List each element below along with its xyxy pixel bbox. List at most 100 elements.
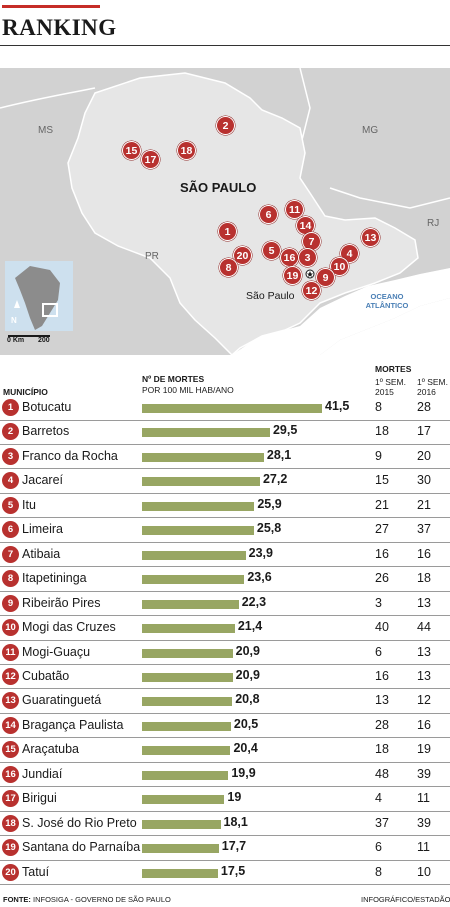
city-name: Tatuí [22, 864, 50, 879]
capital-star-icon [307, 271, 313, 277]
deaths-2015: 40 [375, 620, 389, 635]
rate-bar [142, 575, 245, 585]
table-row: 6 Limeira 25,8 27 37 [0, 518, 450, 543]
rate-bar [142, 428, 270, 438]
map-pin-18: 18 [177, 141, 196, 160]
rate-bar [142, 819, 221, 829]
table-row: 12 Cubatão 20,9 16 13 [0, 665, 450, 690]
coastal-waters [232, 268, 450, 355]
deaths-2016: 28 [417, 400, 431, 414]
table-row: 13 Guaratinguetá 20,8 13 12 [0, 689, 450, 714]
city-name: Ribeirão Pires [22, 595, 101, 610]
rate-bar [142, 795, 225, 805]
map-pin-6: 6 [259, 205, 278, 224]
rank-badge: 7 [2, 545, 19, 563]
city-name: Birigui [22, 791, 57, 806]
deaths-2016: 16 [417, 717, 431, 732]
city-name: Santana do Parnaíba [22, 840, 141, 855]
deaths-2016: 12 [417, 693, 431, 708]
ocean-area [320, 298, 450, 355]
map-pin-13: 13 [361, 228, 380, 247]
table-row: 2 Barretos 29,5 18 17 [0, 420, 450, 445]
map-pin-11: 11 [285, 200, 304, 219]
sao-paulo-map: MS MG RJ PR SÃO PAULO São Paulo OCEANO A… [0, 68, 450, 355]
rate-bar [142, 599, 239, 609]
table-row: 15 Araçatuba 20,4 18 19 [0, 738, 450, 763]
deaths-2015: 8 [375, 400, 382, 414]
deaths-2015: 28 [375, 717, 389, 732]
rank-badge: 14 [2, 716, 19, 734]
table-row: 16 Jundiaí 19,9 48 39 [0, 763, 450, 788]
accent-rule [2, 5, 100, 8]
rate-bar [142, 526, 254, 536]
rate-bar [142, 648, 233, 658]
deaths-2015: 3 [375, 595, 382, 610]
rank-badge: 20 [2, 863, 19, 881]
rank-badge: 9 [2, 594, 19, 612]
table-row: 9 Ribeirão Pires 22,3 3 13 [0, 592, 450, 617]
inset-south-america [15, 266, 60, 330]
city-name: Itapetininga [22, 571, 87, 586]
city-name: Franco da Rocha [22, 448, 118, 463]
city-name: Jacareí [22, 473, 63, 488]
rate-bar [142, 550, 246, 560]
rate-bar [142, 672, 233, 682]
rank-badge: 18 [2, 814, 19, 832]
rate-value-label: 25,8 [256, 521, 282, 536]
rate-value-label: 20,9 [235, 667, 260, 682]
header-2015-line2: 2015 [375, 387, 394, 397]
deaths-2015: 15 [375, 473, 389, 488]
deaths-2016: 37 [417, 522, 431, 537]
source-text: INFOSIGA - GOVERNO DE SÃO PAULO [33, 895, 171, 904]
map-pin-20: 20 [233, 246, 252, 265]
deaths-2015: 16 [375, 546, 389, 561]
label-rj: RJ [427, 218, 440, 229]
map-pin-2: 2 [216, 116, 235, 135]
map-pin-16: 16 [280, 248, 299, 267]
rate-bar [142, 452, 264, 462]
rate-value-label: 20,8 [235, 692, 260, 707]
city-name: Atibaia [22, 546, 61, 561]
rate-value-label: 20,9 [235, 643, 260, 658]
deaths-2016: 11 [417, 791, 430, 806]
header-rate-line1: Nº DE MORTES [142, 374, 205, 384]
header-rate-line2: POR 100 MIL HAB/ANO [142, 385, 234, 395]
rate-value-label: 19 [227, 790, 242, 805]
deaths-2016: 17 [417, 424, 431, 439]
rank-badge: 16 [2, 765, 19, 783]
table-row: 10 Mogi das Cruzes 21,4 40 44 [0, 616, 450, 641]
label-ocean: OCEANO ATLÂNTICO [365, 292, 409, 310]
deaths-2015: 4 [375, 791, 382, 806]
deaths-2015: 16 [375, 668, 389, 683]
source-label: FONTE: [3, 895, 31, 904]
header-2016-line2: 2016 [417, 387, 436, 397]
map-pin-12: 12 [302, 281, 321, 300]
north-label: N [11, 316, 17, 325]
deaths-2016: 39 [417, 766, 431, 781]
deaths-2016: 20 [417, 448, 431, 463]
rank-badge: 19 [2, 839, 19, 857]
deaths-2016: 13 [417, 644, 431, 659]
city-name: Jundiaí [22, 766, 63, 781]
rank-badge: 1 [2, 399, 19, 416]
table-row: 17 Birigui 19 4 11 [0, 787, 450, 812]
rate-bar [142, 721, 231, 731]
map-pin-19: 19 [283, 266, 302, 285]
deaths-2015: 26 [375, 571, 389, 586]
table-row: 7 Atibaia 23,9 16 16 [0, 543, 450, 568]
city-name: S. José do Rio Preto [22, 815, 137, 830]
table-row: 18 S. José do Rio Preto 18,1 37 39 [0, 812, 450, 837]
rate-value-label: 21,4 [237, 619, 263, 634]
rank-badge: 8 [2, 570, 19, 588]
rate-value-label: 27,2 [262, 472, 288, 487]
deaths-2015: 48 [375, 766, 389, 781]
rate-value-label: 17,7 [221, 839, 247, 854]
city-name: Bragança Paulista [22, 717, 124, 732]
label-mg: MG [362, 125, 379, 136]
rate-value-label: 41,5 [325, 399, 350, 413]
map-pin-5: 5 [262, 241, 281, 260]
rate-value-label: 25,9 [257, 496, 282, 511]
map-pin-9: 9 [316, 268, 335, 287]
header-municipio: MUNICÍPIO [3, 387, 48, 397]
city-name: Cubatão [22, 668, 70, 683]
